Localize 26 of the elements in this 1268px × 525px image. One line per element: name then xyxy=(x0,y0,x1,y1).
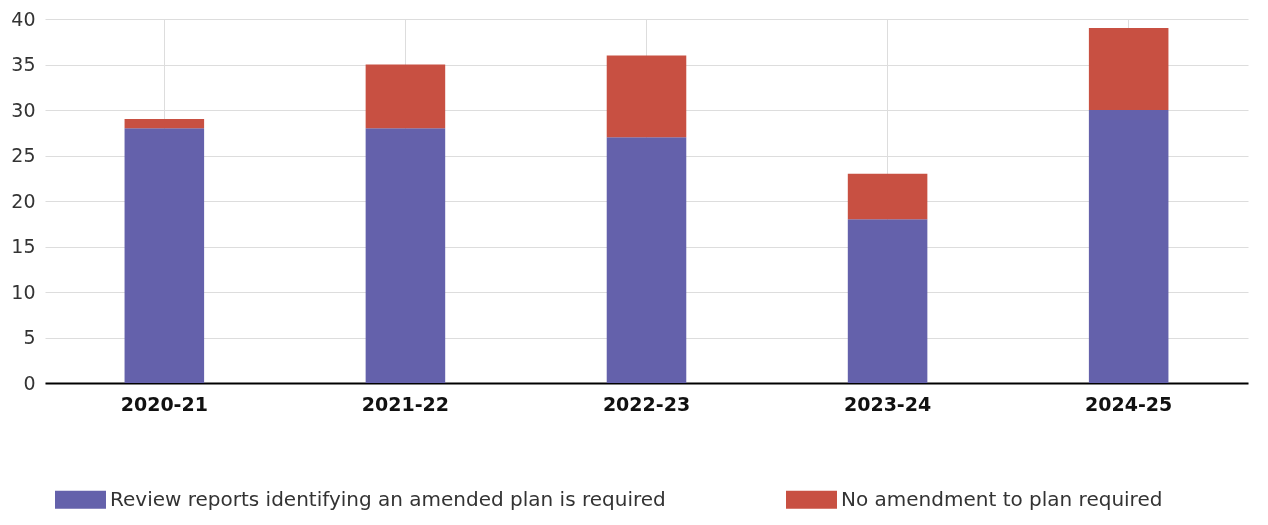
y-tick-label: 25 xyxy=(11,144,36,166)
bar xyxy=(1088,28,1169,110)
bar xyxy=(606,55,687,138)
bar xyxy=(365,64,446,129)
x-tick-label: 2021-22 xyxy=(361,392,450,415)
bar xyxy=(124,119,205,129)
y-tick-label: 35 xyxy=(11,53,36,75)
legend-label: No amendment to plan required xyxy=(841,486,1163,511)
bar xyxy=(365,128,446,383)
x-tick-label: 2024-25 xyxy=(1085,392,1173,415)
y-tick-label: 20 xyxy=(11,189,36,212)
x-tick-label: 2022-23 xyxy=(602,392,691,415)
x-tick-label: 2020-21 xyxy=(120,392,208,415)
y-tick-label: 30 xyxy=(11,98,36,121)
bar xyxy=(606,137,687,383)
bar xyxy=(1088,110,1169,383)
x-tick-label: 2023-24 xyxy=(843,392,932,415)
y-tick-label: 10 xyxy=(11,280,36,303)
y-tick-label: 0 xyxy=(23,371,36,394)
bar xyxy=(124,128,205,383)
y-tick-label: 5 xyxy=(23,326,36,348)
legend-label: Review reports identifying an amended plan is required xyxy=(110,486,666,511)
bar xyxy=(847,173,928,220)
bar xyxy=(847,219,928,383)
y-tick-label: 15 xyxy=(11,235,36,257)
y-tick-label: 40 xyxy=(11,7,36,30)
